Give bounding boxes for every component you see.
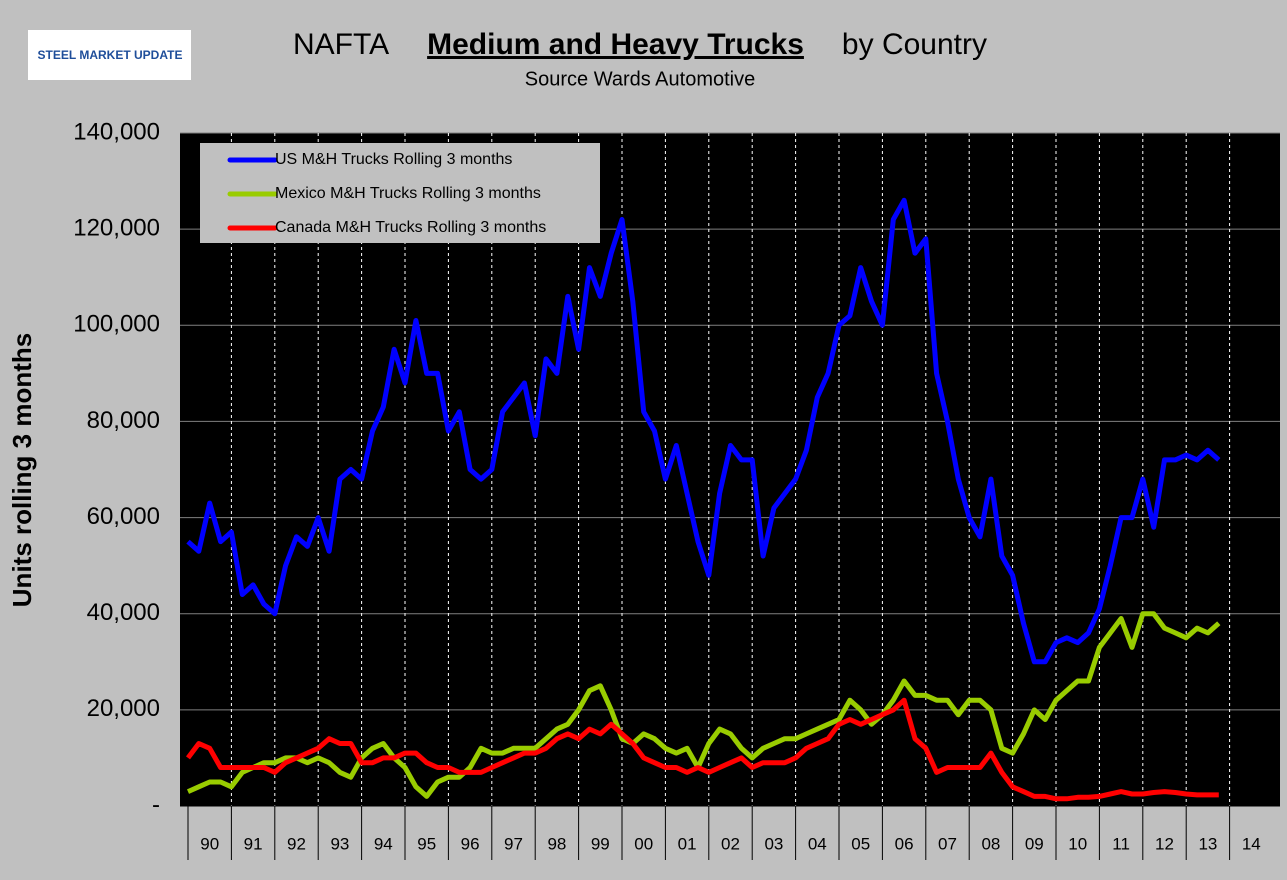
x-tick-label: 98 [547, 834, 566, 853]
y-tick-label: 40,000 [87, 599, 160, 626]
y-tick-label: 60,000 [87, 503, 160, 530]
x-tick-label: 99 [591, 834, 610, 853]
x-tick-label: 90 [200, 834, 219, 853]
x-tick-label: 10 [1068, 834, 1087, 853]
title-suffix: by Country [842, 28, 987, 61]
title-main: Medium and Heavy Trucks [427, 28, 804, 61]
x-tick-label: 91 [244, 834, 263, 853]
x-tick-label: 02 [721, 834, 740, 853]
logo-box [28, 30, 191, 80]
legend-label: Mexico M&H Trucks Rolling 3 months [275, 185, 541, 202]
series-line [186, 697, 1219, 802]
x-tick-label: 95 [417, 834, 436, 853]
x-tick-label: 06 [895, 834, 914, 853]
y-tick-label: 100,000 [73, 311, 160, 338]
x-tick-label: 93 [330, 834, 349, 853]
x-tick-label: 14 [1242, 834, 1261, 853]
legend-label: Canada M&H Trucks Rolling 3 months [275, 219, 546, 236]
chart-title: NAFTA Medium and Heavy Trucks by Country [293, 28, 987, 61]
y-tick-label: - [152, 791, 160, 818]
x-tick-label: 13 [1198, 834, 1217, 853]
title-prefix: NAFTA [293, 28, 389, 61]
x-tick-label: 00 [634, 834, 653, 853]
x-tick-label: 96 [461, 834, 480, 853]
legend-label: US M&H Trucks Rolling 3 months [275, 151, 512, 168]
x-tick-label: 97 [504, 834, 523, 853]
x-tick-label: 04 [808, 834, 827, 853]
x-tick-label: 11 [1112, 834, 1130, 853]
x-tick-label: 03 [764, 834, 783, 853]
x-tick-label: 92 [287, 834, 306, 853]
y-tick-label: 80,000 [87, 407, 160, 434]
x-tick-label: 09 [1025, 834, 1044, 853]
logo-text: STEEL MARKET UPDATE [38, 48, 183, 62]
y-tick-label: 20,000 [87, 695, 160, 722]
x-tick-label: 08 [981, 834, 1000, 853]
y-tick-label: 140,000 [73, 118, 160, 145]
x-tick-label: 94 [374, 834, 393, 853]
x-tick-label: 05 [851, 834, 870, 853]
x-tick-label: 01 [678, 834, 697, 853]
subtitle: Source Wards Automotive [525, 68, 755, 90]
y-tick-label: 120,000 [73, 214, 160, 241]
x-tick-label: 07 [938, 834, 957, 853]
x-tick-label: 12 [1155, 834, 1174, 853]
y-axis-label: Units rolling 3 months [7, 333, 37, 607]
series-line [186, 197, 1221, 665]
